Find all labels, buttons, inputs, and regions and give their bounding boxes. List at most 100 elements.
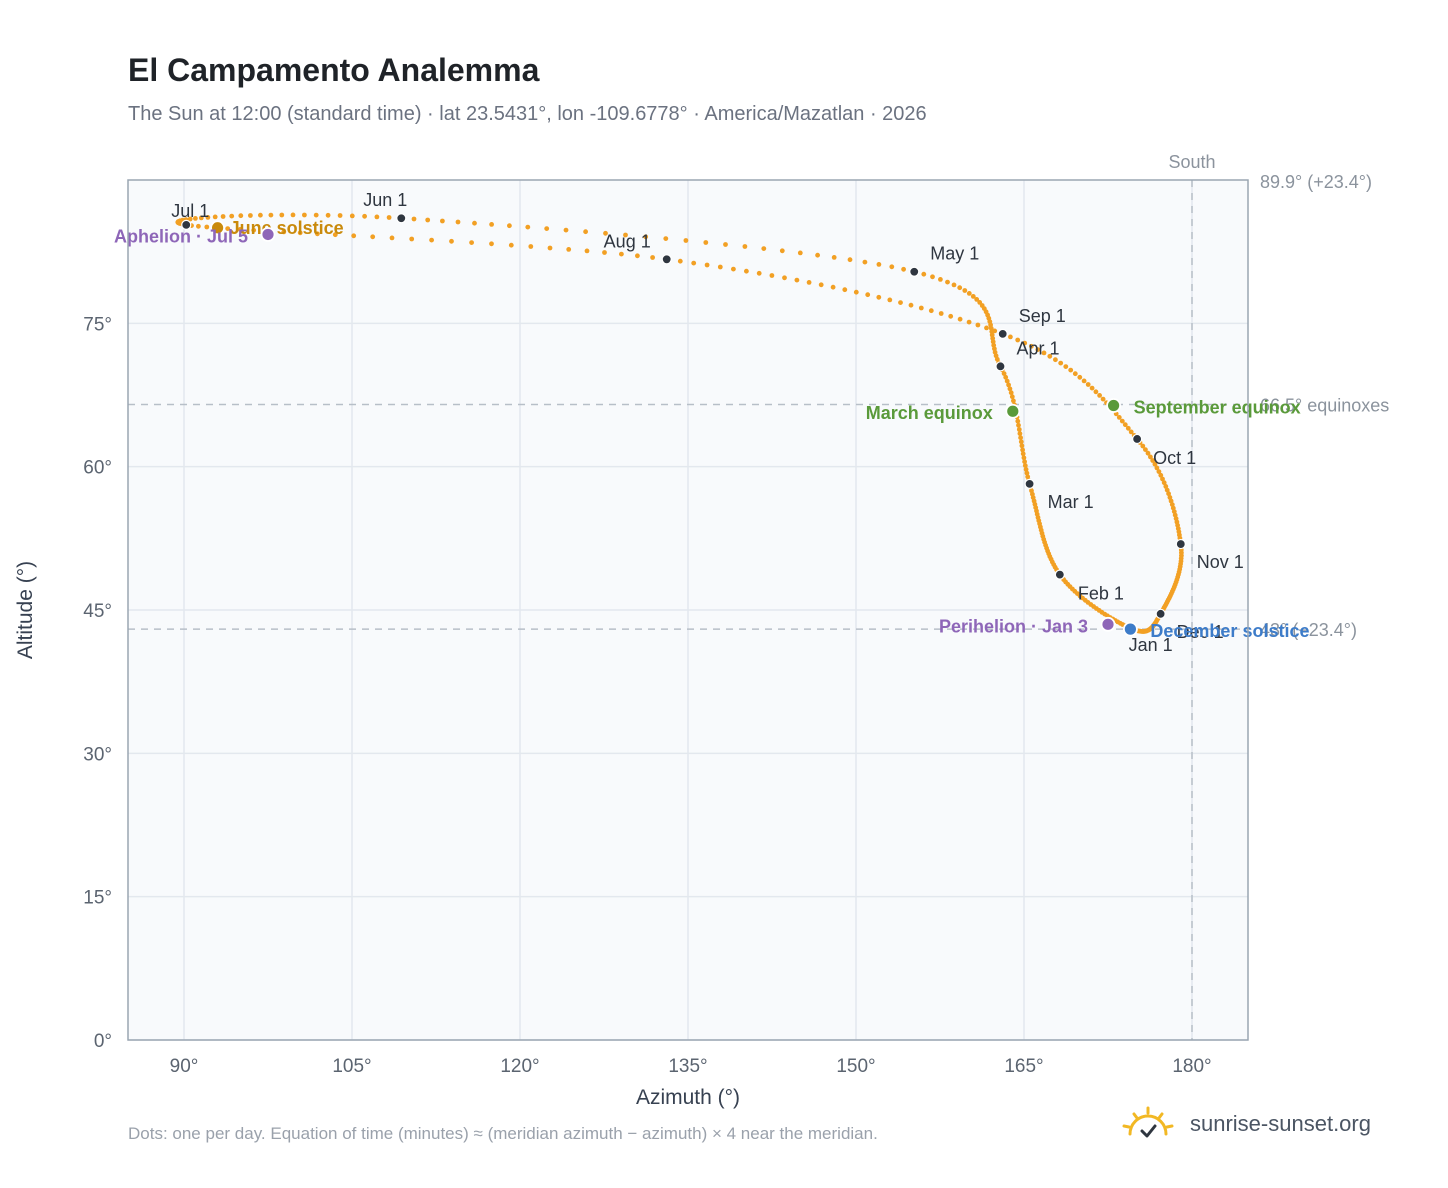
analemma-day-dot [974,297,980,302]
analemma-day-dot [921,271,927,277]
analemma-day-dot [830,284,836,290]
x-tick-label: 135° [668,1056,707,1077]
analemma-day-dot [544,226,550,232]
event-label: September equinox [1134,398,1301,418]
month-dot [1155,608,1166,619]
analemma-day-dot [472,220,477,226]
chart-subtitle: The Sun at 12:00 (standard time) · lat 2… [128,103,927,125]
event-label: December solstice [1150,621,1309,641]
analemma-day-dot [623,232,628,238]
analemma-day-dot [237,227,243,232]
analemma-day-dot [196,223,201,229]
analemma-day-dot [1015,337,1021,343]
analemma-day-dot [951,282,957,288]
y-tick-label: 45° [83,601,112,622]
analemma-day-dot [449,238,454,244]
chart-title: El Campamento Analemma [128,52,540,88]
analemma-day-dot [297,230,303,236]
analemma-day-dot [1125,425,1131,431]
analemma-day-dot [337,213,343,218]
analemma-day-dot [1164,487,1170,493]
analemma-day-dot [1022,340,1028,346]
analemma-day-dot [409,236,415,242]
analemma-day-dot [1093,389,1099,395]
analemma-day-dot [198,215,204,221]
analemma-day-dot [1140,443,1146,449]
analemma-day-dot [1166,491,1171,497]
analemma-day-dot [584,248,590,254]
analemma-day-dot [1023,467,1029,472]
analemma-day-dot [425,217,431,223]
analemma-day-dot [650,255,655,260]
analemma-day-dot [507,223,512,229]
x-tick-label: 105° [332,1056,371,1077]
analemma-day-dot [1063,364,1069,369]
month-dot [396,213,407,224]
y-tick-label: 0° [94,1031,112,1052]
month-label: Feb 1 [1078,584,1124,604]
analemma-day-dot [1022,459,1027,465]
analemma-day-dot [862,259,868,265]
analemma-day-dot [268,212,274,218]
analemma-day-dot [411,216,417,222]
analemma-day-dot [731,266,736,272]
analemma-day-dot [1085,382,1091,387]
analemma-day-dot [374,214,380,220]
analemma-day-dot [302,212,307,218]
analemma-day-dot [205,215,211,220]
y-tick-label: 60° [83,458,112,479]
analemma-day-dot [1025,474,1031,480]
analemma-day-dot [876,262,882,267]
analemma-day-dot [315,231,320,237]
brand[interactable]: sunrise-sunset.org [1120,1102,1371,1146]
reference-line-label: 43° (−23.4°) [1260,620,1357,640]
month-label: Jul 1 [171,201,209,221]
brand-text[interactable]: sunrise-sunset.org [1190,1111,1371,1136]
analemma-day-dot [583,229,588,235]
month-dot [1132,433,1143,445]
analemma-day-dot [489,241,494,247]
y-tick-label: 15° [83,888,112,909]
analemma-day-dot [251,227,257,233]
analemma-day-dot [1097,393,1102,398]
month-dot [181,219,192,231]
month-dot [909,266,920,277]
event-marker [260,227,276,242]
month-label: Nov 1 [1197,552,1244,572]
analemma-day-dot [957,316,963,322]
analemma-day-dot [794,277,800,283]
analemma-day-dot [1058,360,1064,366]
analemma-day-dot [889,264,895,270]
analemma-day-dot [742,244,748,249]
analemma-day-dot [683,238,689,243]
analemma-day-dot [865,292,871,298]
reference-lines: 89.9° (+23.4°) 66.5° equinoxes 43° (−23.4°… [128,152,1389,1040]
analemma-day-dot [429,237,434,243]
analemma-day-dot [842,287,848,293]
analemma-day-dot [1024,470,1030,476]
analemma-day-dot [602,250,607,255]
analemma-day-dot [717,264,723,270]
month-label: Aug 1 [604,231,651,251]
analemma-day-dot [489,222,494,227]
analemma-day-dot [547,245,553,251]
analemma-day-dot [704,262,710,268]
analemma-day-dot [187,216,193,222]
y-tick-label: 30° [83,744,112,765]
event-marker [210,220,226,236]
analemma-day-dot [1015,418,1021,424]
analemma-day-dot [1152,461,1158,467]
month-label: Sep 1 [1019,306,1066,326]
analemma-day-dot [370,234,376,240]
analemma-day-dot [1077,374,1083,380]
reference-line-label: 89.9° (+23.4°) [1260,172,1372,192]
analemma-day-dot [290,212,296,218]
analemma-day-dot [281,229,287,235]
analemma-day-dot [938,311,944,316]
month-dot [1175,538,1186,550]
analemma-day-dot [1009,394,1015,400]
y-tick-label: 75° [83,314,112,335]
analemma-day-dot [332,232,338,238]
month-dot [661,254,672,265]
analemma-day-dot [212,214,218,220]
